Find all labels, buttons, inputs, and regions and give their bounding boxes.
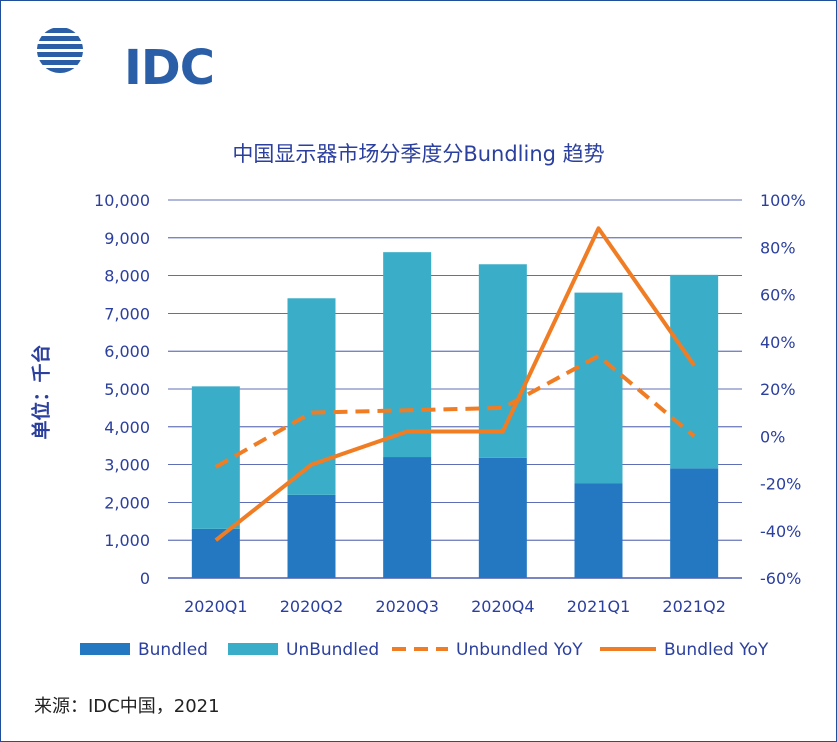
y2-tick-label: 40%	[760, 333, 796, 352]
unbundled-yoy-line	[214, 353, 696, 469]
bar-bundled	[670, 468, 719, 578]
y-tick-label: 10,000	[94, 191, 150, 210]
y-tick-label: 0	[140, 569, 150, 588]
bar-bundled	[191, 528, 240, 578]
legend-unbundled-swatch	[228, 643, 278, 655]
bar-unbundled	[191, 386, 240, 529]
bar-bundled	[478, 457, 527, 578]
y-tick-label: 1,000	[104, 531, 150, 550]
y-tick-label: 6,000	[104, 342, 150, 361]
globe-icon	[37, 28, 83, 73]
x-tick-label: 2020Q1	[184, 597, 248, 616]
legend-unbundled-label: UnBundled	[286, 640, 379, 660]
y2-tick-label: 20%	[760, 380, 796, 399]
y2-tick-label: -40%	[760, 522, 801, 541]
x-tick-label: 2020Q4	[471, 597, 535, 616]
x-tick-label: 2020Q2	[280, 597, 344, 616]
legend-unbundled-yoy-label: Unbundled YoY	[456, 640, 583, 660]
y-tick-label: 9,000	[104, 229, 150, 248]
bar-unbundled	[574, 292, 623, 484]
x-tick-label: 2021Q2	[662, 597, 726, 616]
bar-bundled	[287, 494, 336, 578]
y-tick-label: 4,000	[104, 418, 150, 437]
y2-tick-label: 80%	[760, 238, 796, 257]
bar-unbundled	[383, 252, 432, 458]
legend-bundled-label: Bundled	[138, 640, 208, 660]
logo-text: IDC	[124, 40, 215, 96]
x-tick-label: 2021Q1	[567, 597, 631, 616]
y2-tick-label: -60%	[760, 569, 801, 588]
y-tick-label: 7,000	[104, 304, 150, 323]
y-tick-label: 5,000	[104, 380, 150, 399]
bar-unbundled	[670, 274, 719, 469]
chart-title: 中国显示器市场分季度分Bundling 趋势	[232, 142, 605, 166]
bar-bundled	[574, 483, 623, 578]
y2-tick-label: 100%	[760, 191, 806, 210]
idc-logo: IDC	[36, 24, 215, 96]
source-note: 来源：IDC中国，2021	[34, 696, 220, 717]
y-tick-label: 8,000	[104, 267, 150, 286]
bundled-yoy-line	[214, 226, 696, 542]
bar-unbundled	[478, 264, 527, 458]
legend-bundled-yoy-label: Bundled YoY	[664, 640, 769, 660]
y2-tick-label: 60%	[760, 286, 796, 305]
y-tick-label: 3,000	[104, 456, 150, 475]
y2-tick-label: -20%	[760, 475, 801, 494]
bar-unbundled	[287, 298, 336, 495]
y-tick-label: 2,000	[104, 493, 150, 512]
x-tick-label: 2020Q3	[375, 597, 439, 616]
bar-bundled	[383, 457, 432, 578]
legend-bundled-swatch	[80, 643, 130, 655]
y2-tick-label: 0%	[760, 427, 785, 446]
